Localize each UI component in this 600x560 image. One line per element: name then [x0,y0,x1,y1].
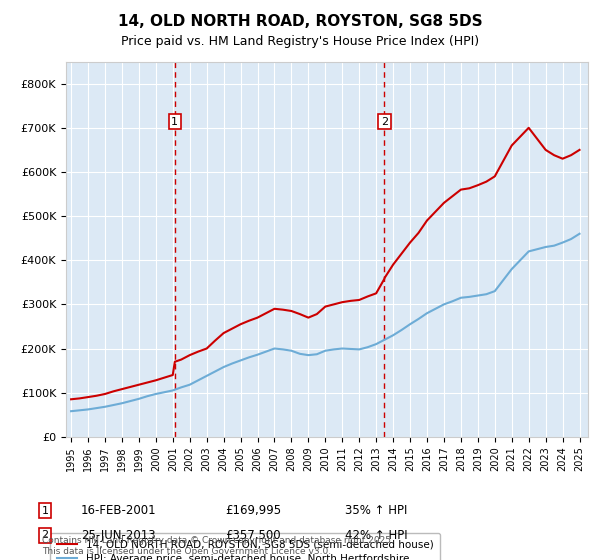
Text: £357,500: £357,500 [225,529,281,542]
Text: 2: 2 [381,116,388,127]
Text: 2: 2 [41,530,49,540]
Legend: 14, OLD NORTH ROAD, ROYSTON, SG8 5DS (semi-detached house), HPI: Average price, : 14, OLD NORTH ROAD, ROYSTON, SG8 5DS (se… [50,533,440,560]
Text: 14, OLD NORTH ROAD, ROYSTON, SG8 5DS: 14, OLD NORTH ROAD, ROYSTON, SG8 5DS [118,14,482,29]
Text: 42% ↑ HPI: 42% ↑ HPI [345,529,407,542]
Text: 16-FEB-2001: 16-FEB-2001 [81,504,157,517]
Text: 1: 1 [41,506,49,516]
Text: 1: 1 [172,116,178,127]
Text: Contains HM Land Registry data © Crown copyright and database right 2025.
This d: Contains HM Land Registry data © Crown c… [42,536,394,556]
Text: Price paid vs. HM Land Registry's House Price Index (HPI): Price paid vs. HM Land Registry's House … [121,35,479,48]
Text: 35% ↑ HPI: 35% ↑ HPI [345,504,407,517]
Text: £169,995: £169,995 [225,504,281,517]
Text: 25-JUN-2013: 25-JUN-2013 [81,529,155,542]
